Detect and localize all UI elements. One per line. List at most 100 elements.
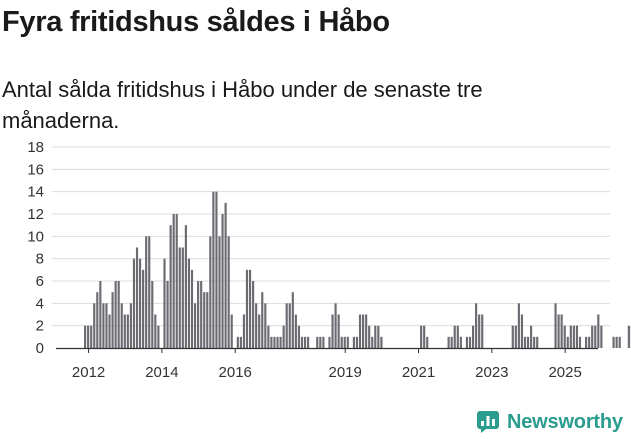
bar	[420, 325, 423, 348]
bar	[279, 336, 282, 348]
bar	[554, 303, 557, 348]
y-tick-label: 18	[27, 139, 44, 156]
bar	[316, 336, 319, 348]
bar	[585, 336, 588, 348]
bar	[209, 236, 212, 348]
bar	[212, 191, 215, 348]
bar	[99, 281, 102, 348]
bar	[352, 336, 355, 348]
bar	[285, 303, 288, 348]
bar	[123, 314, 126, 348]
bar	[215, 191, 218, 348]
bar	[478, 314, 481, 348]
y-tick-label: 0	[36, 340, 44, 357]
bar	[221, 214, 224, 348]
bar	[138, 258, 142, 348]
bar	[218, 236, 221, 348]
bar	[245, 269, 249, 348]
bar	[591, 325, 594, 348]
x-tick-label: 2014	[145, 364, 178, 381]
bar	[355, 336, 359, 348]
y-tick-label: 4	[36, 295, 44, 312]
bar	[172, 214, 175, 348]
bar	[465, 336, 469, 348]
bar	[166, 281, 169, 348]
bar	[533, 336, 536, 348]
y-tick-label: 10	[27, 228, 44, 245]
bar	[618, 336, 621, 348]
bar	[255, 303, 258, 348]
bar	[114, 281, 117, 348]
newsworthy-brand[interactable]: Newsworthy	[476, 408, 623, 436]
bar	[224, 202, 227, 348]
x-tick-label: 2012	[72, 364, 105, 381]
gridlines	[52, 146, 610, 327]
bar	[288, 303, 291, 348]
bar	[242, 314, 246, 348]
bar	[380, 336, 383, 348]
bar	[163, 258, 166, 348]
bar	[447, 336, 450, 348]
bar	[511, 325, 514, 348]
bar	[578, 336, 582, 348]
brand-name: Newsworthy	[507, 410, 623, 433]
bar	[154, 314, 157, 348]
y-tick-label: 14	[27, 184, 44, 201]
bar	[105, 303, 108, 348]
bar	[340, 336, 343, 348]
bar	[252, 281, 255, 348]
bar	[456, 325, 459, 348]
bar	[328, 336, 331, 348]
bar	[187, 258, 191, 348]
bar	[157, 325, 160, 348]
bar	[612, 336, 615, 348]
bar	[459, 336, 462, 348]
bar	[481, 314, 484, 348]
bar	[230, 314, 233, 348]
bar	[206, 292, 209, 348]
bar	[190, 269, 194, 348]
bar	[264, 303, 267, 348]
bar	[569, 325, 572, 348]
bar	[566, 336, 569, 348]
bar	[523, 336, 527, 348]
bar	[276, 336, 279, 348]
bar	[377, 325, 380, 348]
bar	[594, 325, 597, 348]
bars	[84, 191, 631, 348]
bar	[236, 336, 239, 348]
bar	[572, 325, 575, 348]
y-tick-label: 16	[27, 161, 44, 178]
bar	[197, 281, 200, 348]
bar	[319, 336, 322, 348]
bar	[84, 325, 87, 348]
bar	[258, 314, 261, 348]
bar	[530, 325, 533, 348]
bar	[227, 236, 230, 348]
bar	[135, 247, 139, 348]
bar	[303, 336, 307, 348]
bar	[588, 336, 591, 348]
bar	[132, 258, 136, 348]
bar	[334, 303, 337, 348]
bar	[468, 336, 472, 348]
bar	[273, 336, 276, 348]
bar	[203, 292, 206, 348]
bar	[358, 314, 362, 348]
bar	[93, 303, 96, 348]
x-tick-label: 2021	[402, 364, 435, 381]
x-axis-tick-labels: 2012 2014 2016 2019 2021 2023 2025	[72, 348, 582, 381]
bar	[200, 281, 203, 348]
bar	[575, 325, 579, 348]
bar	[117, 281, 120, 348]
x-tick-label: 2019	[329, 364, 362, 381]
bar	[536, 336, 539, 348]
bar	[126, 314, 129, 348]
bar	[181, 247, 184, 348]
bar	[560, 314, 563, 348]
bar	[291, 292, 294, 348]
bar	[175, 214, 178, 348]
bar	[87, 325, 90, 348]
bar	[471, 325, 475, 348]
bar	[514, 325, 517, 348]
